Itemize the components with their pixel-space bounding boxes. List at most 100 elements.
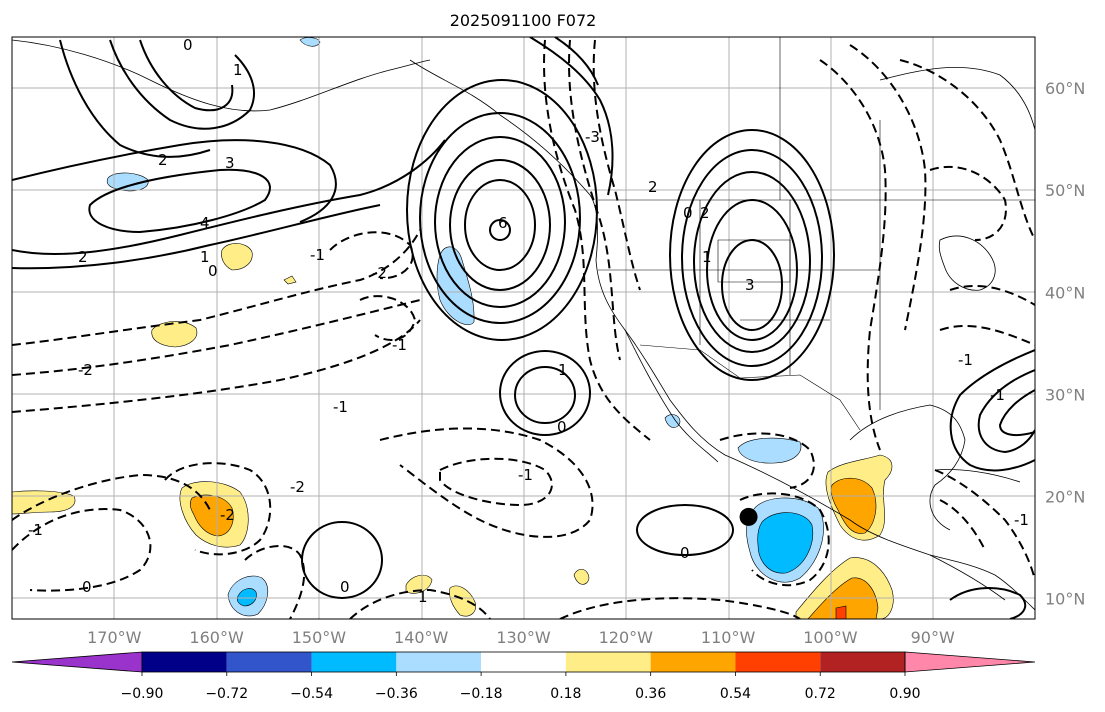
contour-trough-west-2 [12, 299, 421, 376]
contour-trough-west-5 [359, 295, 417, 341]
coastline-alaska [12, 39, 431, 112]
contour-low-mex-2 [719, 432, 815, 489]
contour-label: -2 [78, 361, 93, 379]
shade-region-yellow-north-pacific [221, 243, 253, 271]
longitude-tick-label: 150°W [292, 628, 347, 647]
contour-label: 6 [498, 214, 508, 232]
colorbar-tick-label: 0.36 [635, 686, 666, 702]
colorbar-segment [735, 652, 821, 672]
contour-low-east-2 [939, 499, 986, 551]
border-state [717, 239, 791, 283]
contour-trough-west-3 [12, 319, 421, 413]
contour-label: 0 [683, 204, 693, 222]
contour-trough-east-1 [819, 59, 887, 451]
contour-low-sw-1 [12, 508, 152, 592]
contour-trough-se-2 [949, 284, 1035, 306]
contour-east-2 [977, 369, 1035, 454]
coastline-gulf-of-mexico [849, 404, 966, 531]
longitude-tick-label: 90°W [911, 628, 955, 647]
longitude-tick-label: 120°W [599, 628, 654, 647]
contour-trough-coast-3 [592, 39, 641, 291]
colorbar-tick-label: −0.90 [121, 686, 164, 702]
contour-high-us-2 [706, 199, 798, 341]
colorbar-tick-label: 0.72 [805, 686, 836, 702]
shade-region-yellow-mid-pacific [151, 321, 198, 348]
latitude-tick-label: 10°N [1045, 590, 1085, 609]
contour-label: 0 [680, 544, 690, 562]
contour-label: 0 [208, 262, 218, 280]
latitude-tick-label: 40°N [1045, 283, 1085, 302]
contour-high-pacific-4 [419, 112, 581, 324]
longitude-tick-label: 110°W [701, 628, 756, 647]
contour-sw-1 [949, 587, 1027, 619]
contour-trough-coast-1 [543, 39, 651, 441]
contour-low-tropics-1 [379, 427, 594, 538]
contour-low-tropics-2 [439, 457, 553, 507]
coastline-north-america-west [409, 59, 1006, 601]
shade-region-blue-north [299, 37, 321, 47]
colorbar-segment [311, 652, 397, 672]
colorbar-tick-label: 0.54 [720, 686, 751, 702]
contour-label: 2 [78, 248, 88, 266]
contour-label: 2 [700, 204, 710, 222]
colorbar: −0.90 −0.72 −0.54 −0.36 −0.18 0.18 0.36 0.54 0.7… [11, 651, 1036, 702]
coastline-cuba [934, 469, 1021, 483]
colorbar-tick-label: −0.72 [205, 686, 248, 702]
colorbar-extend-max [904, 651, 1036, 673]
shade-region-blue-gulf-california [737, 437, 802, 464]
colorbar-segment [226, 652, 312, 672]
shaded-anomalies [12, 37, 894, 619]
contour-label: 0 [557, 418, 567, 436]
longitude-tick-label: 130°W [496, 628, 551, 647]
colorbar-tick-label: 0.90 [889, 686, 920, 702]
contour-high-us-3 [693, 171, 811, 353]
shade-region-orange-mexico-gulf [830, 477, 877, 534]
coastline-great-lakes [938, 235, 996, 291]
contour-low-far-south [559, 597, 801, 619]
contour-high-pacific-3 [434, 136, 566, 308]
shade-region-blue-pacific-south-core [236, 588, 257, 607]
shade-region-yellow-small-2 [449, 585, 476, 617]
contour-high-us-4 [681, 149, 823, 367]
contour-label: 0 [183, 36, 193, 54]
colorbar-extend-min [11, 651, 143, 673]
contour-label: -1 [333, 398, 348, 416]
contour-label: 1 [200, 248, 210, 266]
contour-ne-1 [529, 37, 614, 196]
contour-label: 1 [233, 61, 243, 79]
contour-label: 1 [418, 588, 428, 606]
colorbar-tick-label: 0.18 [550, 686, 581, 702]
shade-region-orange-hawaii [189, 494, 234, 537]
contour-low-east-1 [934, 469, 1035, 581]
colorbar-tick-label: −0.36 [375, 686, 418, 702]
colorbar-segment [650, 652, 736, 672]
colorbar-tick-label: −0.54 [290, 686, 333, 702]
colorbar-tick-label: −0.18 [460, 686, 503, 702]
shade-region-red-south [835, 605, 847, 619]
contour-east-3 [998, 389, 1035, 437]
contour-trough-east-2 [849, 44, 927, 331]
contour-subtropic-2 [499, 350, 591, 436]
contour-label: -3 [585, 128, 600, 146]
contour-low-hawaii [164, 462, 272, 556]
contour-east-1 [949, 349, 1035, 472]
contour-high-pacific-6 [489, 219, 511, 241]
storm-position-marker [739, 507, 758, 526]
contour-trough-west-1 [12, 229, 421, 346]
contour-label: 2 [158, 151, 168, 169]
contour-label: -1 [310, 246, 325, 264]
latitude-tick-label: 60°N [1045, 79, 1085, 98]
latitude-tick-label: 50°N [1045, 181, 1085, 200]
coastline-baja [624, 329, 719, 463]
contour-trough-east-4 [929, 165, 1007, 241]
contour-west-ridge-2 [12, 204, 381, 270]
shade-region-blue-alaska-gulf [436, 246, 475, 326]
chart-title: 2025091100 F072 [450, 11, 597, 30]
colorbar-segment [565, 652, 651, 672]
shade-region-yellow-small-4 [283, 275, 297, 285]
contour-low-south-1 [349, 588, 491, 619]
contour-label: -2 [220, 506, 235, 524]
contour-label: -1 [392, 336, 407, 354]
contour-label: -2 [290, 478, 305, 496]
latitude-tick-label: 30°N [1045, 385, 1085, 404]
